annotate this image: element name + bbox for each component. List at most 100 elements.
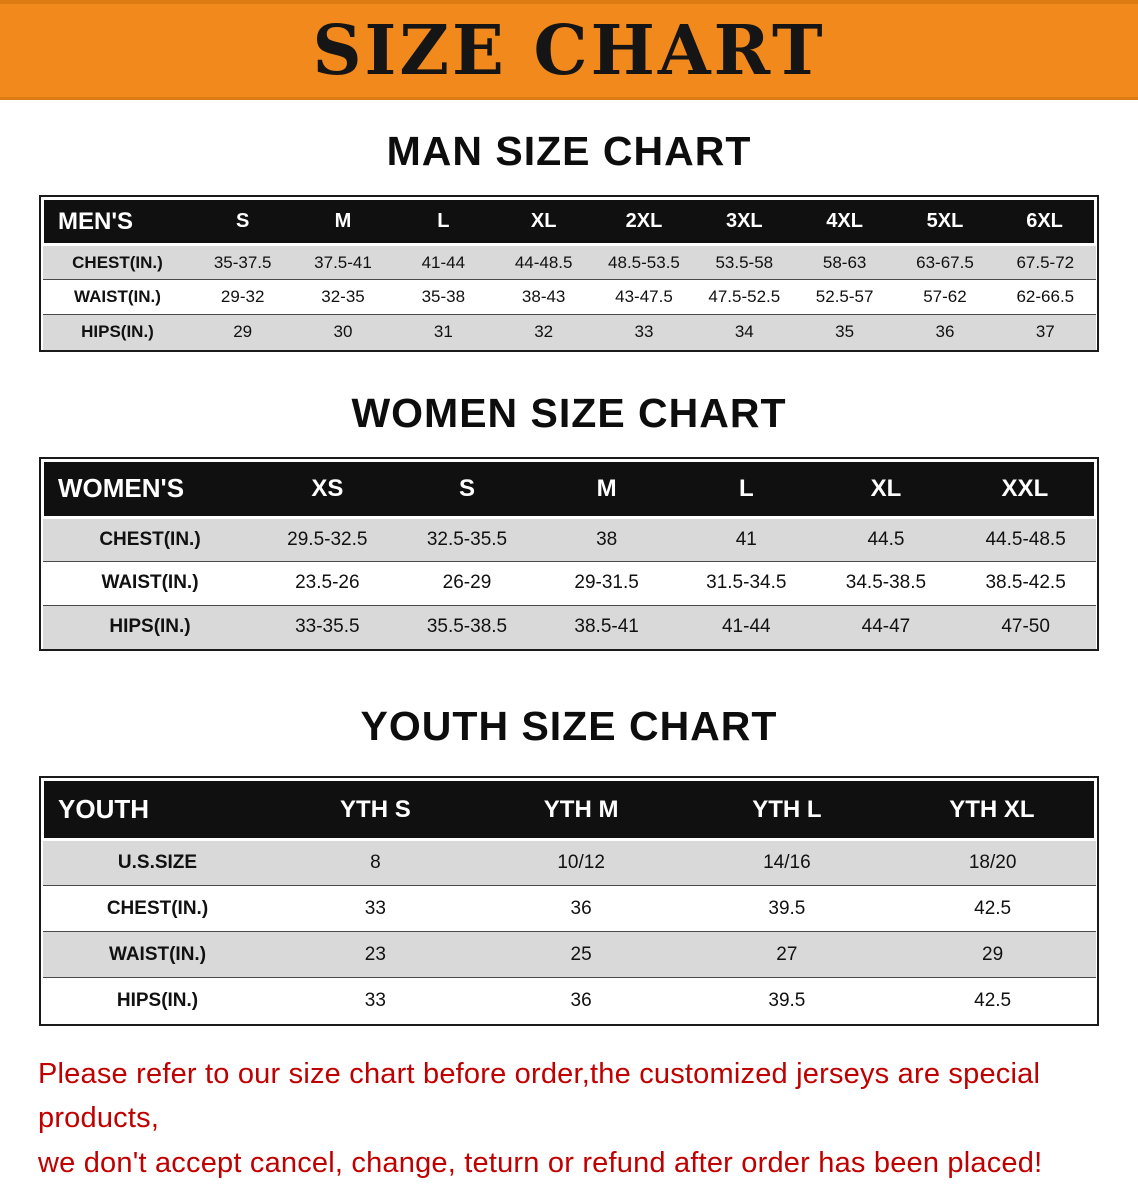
size-value-cell: 35.5-38.5 bbox=[397, 605, 537, 649]
size-column-header: M bbox=[293, 199, 393, 245]
size-value-cell: 29-31.5 bbox=[537, 561, 677, 605]
size-value-cell: 44-48.5 bbox=[493, 245, 593, 280]
row-label: HIPS(IN.) bbox=[43, 605, 258, 649]
size-value-cell: 14/16 bbox=[684, 840, 890, 886]
row-label: HIPS(IN.) bbox=[43, 315, 193, 350]
size-column-header: 2XL bbox=[594, 199, 694, 245]
size-column-header: YTH L bbox=[684, 780, 890, 840]
size-value-cell: 33 bbox=[273, 886, 479, 932]
size-value-cell: 29.5-32.5 bbox=[258, 517, 398, 561]
row-label: CHEST(IN.) bbox=[43, 245, 193, 280]
size-value-cell: 67.5-72 bbox=[995, 245, 1095, 280]
size-column-header: 3XL bbox=[694, 199, 794, 245]
size-value-cell: 63-67.5 bbox=[895, 245, 995, 280]
size-column-header: 4XL bbox=[794, 199, 894, 245]
size-column-header: S bbox=[193, 199, 293, 245]
size-value-cell: 42.5 bbox=[890, 978, 1096, 1024]
size-value-cell: 57-62 bbox=[895, 280, 995, 315]
order-notice: Please refer to our size chart before or… bbox=[0, 1052, 1138, 1186]
table-group-header: MEN'S bbox=[43, 199, 193, 245]
row-label: CHEST(IN.) bbox=[43, 517, 258, 561]
size-value-cell: 30 bbox=[293, 315, 393, 350]
size-value-cell: 37 bbox=[995, 315, 1095, 350]
man-size-chart-heading: MAN SIZE CHART bbox=[0, 128, 1138, 175]
size-value-cell: 53.5-58 bbox=[694, 245, 794, 280]
size-value-cell: 8 bbox=[273, 840, 479, 886]
size-value-cell: 33 bbox=[594, 315, 694, 350]
size-value-cell: 62-66.5 bbox=[995, 280, 1095, 315]
size-value-cell: 39.5 bbox=[684, 886, 890, 932]
size-column-header: XL bbox=[816, 460, 956, 517]
size-column-header: S bbox=[397, 460, 537, 517]
row-label: WAIST(IN.) bbox=[43, 280, 193, 315]
size-value-cell: 33-35.5 bbox=[258, 605, 398, 649]
size-value-cell: 41 bbox=[676, 517, 816, 561]
size-value-cell: 29-32 bbox=[193, 280, 293, 315]
size-column-header: XXL bbox=[956, 460, 1096, 517]
size-value-cell: 26-29 bbox=[397, 561, 537, 605]
size-value-cell: 48.5-53.5 bbox=[594, 245, 694, 280]
size-value-cell: 31.5-34.5 bbox=[676, 561, 816, 605]
size-column-header: L bbox=[676, 460, 816, 517]
size-value-cell: 42.5 bbox=[890, 886, 1096, 932]
size-column-header: YTH XL bbox=[890, 780, 1096, 840]
size-value-cell: 10/12 bbox=[478, 840, 684, 886]
size-value-cell: 47-50 bbox=[956, 605, 1096, 649]
size-value-cell: 44.5 bbox=[816, 517, 956, 561]
size-value-cell: 58-63 bbox=[794, 245, 894, 280]
row-label: WAIST(IN.) bbox=[43, 561, 258, 605]
size-value-cell: 36 bbox=[895, 315, 995, 350]
row-label: WAIST(IN.) bbox=[43, 932, 273, 978]
size-value-cell: 35-37.5 bbox=[193, 245, 293, 280]
size-column-header: XS bbox=[258, 460, 398, 517]
size-column-header: L bbox=[393, 199, 493, 245]
size-column-header: 6XL bbox=[995, 199, 1095, 245]
size-value-cell: 44.5-48.5 bbox=[956, 517, 1096, 561]
notice-line-2: we don't accept cancel, change, teturn o… bbox=[38, 1141, 1100, 1186]
size-value-cell: 33 bbox=[273, 978, 479, 1024]
table-group-header: YOUTH bbox=[43, 780, 273, 840]
women-size-chart-heading: WOMEN SIZE CHART bbox=[0, 390, 1138, 437]
size-column-header: YTH S bbox=[273, 780, 479, 840]
size-value-cell: 23.5-26 bbox=[258, 561, 398, 605]
size-value-cell: 25 bbox=[478, 932, 684, 978]
size-value-cell: 38.5-42.5 bbox=[956, 561, 1096, 605]
row-label: CHEST(IN.) bbox=[43, 886, 273, 932]
size-value-cell: 35-38 bbox=[393, 280, 493, 315]
size-value-cell: 32-35 bbox=[293, 280, 393, 315]
youth-size-chart-heading: YOUTH SIZE CHART bbox=[0, 703, 1138, 750]
size-value-cell: 52.5-57 bbox=[794, 280, 894, 315]
size-value-cell: 32 bbox=[493, 315, 593, 350]
size-value-cell: 29 bbox=[193, 315, 293, 350]
size-column-header: YTH M bbox=[478, 780, 684, 840]
size-value-cell: 41-44 bbox=[676, 605, 816, 649]
size-value-cell: 34 bbox=[694, 315, 794, 350]
size-value-cell: 23 bbox=[273, 932, 479, 978]
size-value-cell: 43-47.5 bbox=[594, 280, 694, 315]
size-value-cell: 41-44 bbox=[393, 245, 493, 280]
size-chart-banner: SIZE CHART bbox=[0, 0, 1138, 100]
size-value-cell: 31 bbox=[393, 315, 493, 350]
size-column-header: 5XL bbox=[895, 199, 995, 245]
size-value-cell: 27 bbox=[684, 932, 890, 978]
